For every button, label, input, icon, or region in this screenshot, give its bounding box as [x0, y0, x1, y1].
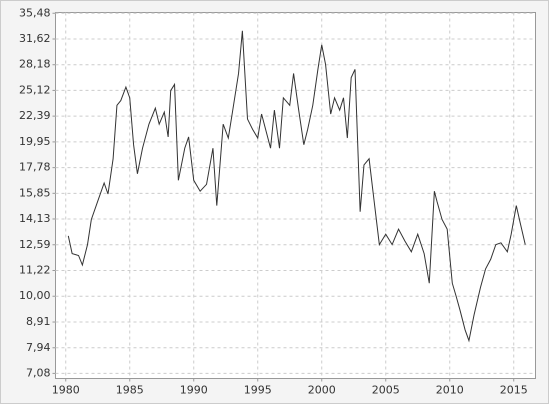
- y-tick-label: 31,62: [19, 32, 51, 45]
- y-tick-label: 25,12: [19, 83, 51, 96]
- x-tick-label: 1995: [244, 384, 272, 397]
- x-tick-label: 2010: [436, 384, 464, 397]
- plot-area: [55, 12, 536, 379]
- y-tick-label: 35,48: [19, 6, 51, 19]
- y-tick-label: 11,22: [19, 264, 51, 277]
- line: [67, 30, 526, 343]
- x-tick-label: 2005: [372, 384, 400, 397]
- y-tick-label: 7,94: [26, 341, 51, 354]
- y-tick-label: 28,18: [19, 58, 51, 71]
- y-tick-label: 19,95: [19, 135, 51, 148]
- y-tick-label: 10,00: [19, 289, 51, 302]
- y-tick-label: 12,59: [19, 238, 51, 251]
- x-tick-label: 1990: [180, 384, 208, 397]
- x-tick-label: 2015: [500, 384, 528, 397]
- y-tick-label: 8,91: [26, 315, 51, 328]
- y-tick-label: 7,08: [26, 366, 51, 379]
- y-tick-label: 22,39: [19, 109, 51, 122]
- x-tick-label: 1980: [52, 384, 80, 397]
- y-tick-label: 15,85: [19, 186, 51, 199]
- y-tick-label: 17,78: [19, 161, 51, 174]
- x-tick-label: 2000: [308, 384, 336, 397]
- x-tick-label: 1985: [116, 384, 144, 397]
- y-tick-label: 14,13: [19, 212, 51, 225]
